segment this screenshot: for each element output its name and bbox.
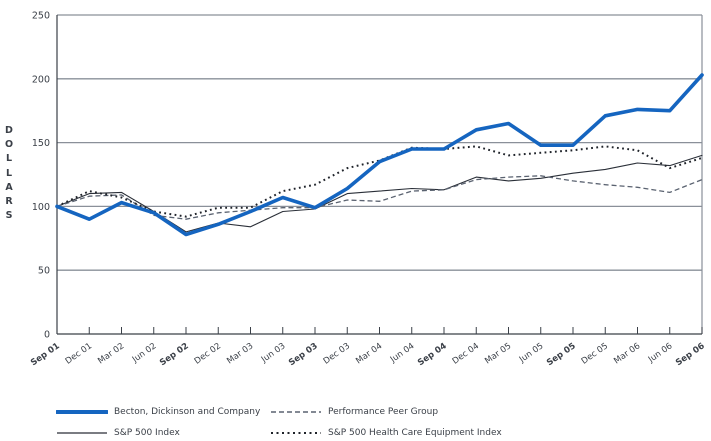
x-tick-label: Dec 02 <box>193 341 223 366</box>
x-tick-label: Sep 04 <box>416 341 449 368</box>
legend-label: S&P 500 Health Care Equipment Index <box>328 428 502 438</box>
x-tick-label: Mar 06 <box>612 341 642 366</box>
y-axis-title-letter: D <box>5 125 13 136</box>
x-axis-tick-labels: Sep 01 Dec 01 Mar 02 Jun 02 Sep 02 Dec 02 Mar … <box>29 341 707 368</box>
legend-label: Performance Peer Group <box>328 407 439 417</box>
x-tick-label: Mar 02 <box>96 341 126 366</box>
legend-item-sp500-healthcare: S&P 500 Health Care Equipment Index <box>270 426 502 440</box>
legend-label: Becton, Dickinson and Company <box>114 407 261 417</box>
y-axis-title-letter: A <box>5 181 13 193</box>
y-tick-label: 0 <box>44 330 50 341</box>
x-tick-label: Sep 02 <box>158 341 191 368</box>
x-tick-label: Sep 05 <box>545 341 578 368</box>
legend-item-bdx: Becton, Dickinson and Company <box>56 405 260 419</box>
y-axis-title-letter: O <box>4 139 14 151</box>
x-tick-label: Dec 04 <box>451 341 481 366</box>
gridlines <box>57 14 702 271</box>
y-tick-label: 150 <box>32 138 50 149</box>
legend-swatch-thick-solid <box>56 410 108 414</box>
y-axis-title-letter: R <box>5 196 13 208</box>
legend-label: S&P 500 Index <box>114 428 180 438</box>
axes <box>56 15 703 335</box>
x-tick-label: Mar 05 <box>483 341 513 366</box>
x-tick-label: Sep 06 <box>674 341 707 368</box>
x-tick-label: Dec 05 <box>580 341 610 366</box>
x-tick-label: Sep 01 <box>29 341 62 368</box>
x-tick-label: Sep 03 <box>287 341 320 368</box>
y-tick-label: 50 <box>38 266 50 277</box>
series-line-thin-solid <box>56 154 703 233</box>
y-tick-label: 250 <box>32 11 50 22</box>
x-tick-label: Jun 03 <box>259 341 288 365</box>
y-tick-label: 200 <box>32 74 50 85</box>
x-tick-label: Dec 01 <box>64 341 94 366</box>
y-tick-label: 100 <box>32 202 50 213</box>
y-axis-title-letter: S <box>5 210 13 222</box>
series-line-dashed <box>56 175 703 220</box>
x-tick-label: Jun 02 <box>130 341 159 365</box>
x-tick-label: Jun 06 <box>646 341 675 365</box>
legend-item-sp500: S&P 500 Index <box>56 426 180 440</box>
series-lines <box>55 73 704 237</box>
legend-swatch-thin-solid <box>57 432 107 434</box>
series-line-thick-solid <box>55 73 704 237</box>
legend: Becton, Dickinson and Company Performanc… <box>0 400 711 441</box>
y-axis-title-letter: L <box>5 167 13 179</box>
x-tick-label: Mar 03 <box>225 341 255 366</box>
series-line-dotted <box>56 145 703 218</box>
y-axis-tick-labels: 0 50 100 150 200 250 <box>32 11 50 341</box>
legend-swatch-dotted <box>271 432 321 434</box>
x-tick-label: Jun 04 <box>388 341 417 365</box>
y-axis-title-letter: L <box>5 153 13 165</box>
x-tick-label: Mar 04 <box>354 341 384 366</box>
legend-swatch-dashed <box>271 411 321 413</box>
x-tick-label: Dec 03 <box>322 341 352 366</box>
x-tick-label: Jun 05 <box>517 341 546 365</box>
legend-item-peer-group: Performance Peer Group <box>270 405 438 419</box>
